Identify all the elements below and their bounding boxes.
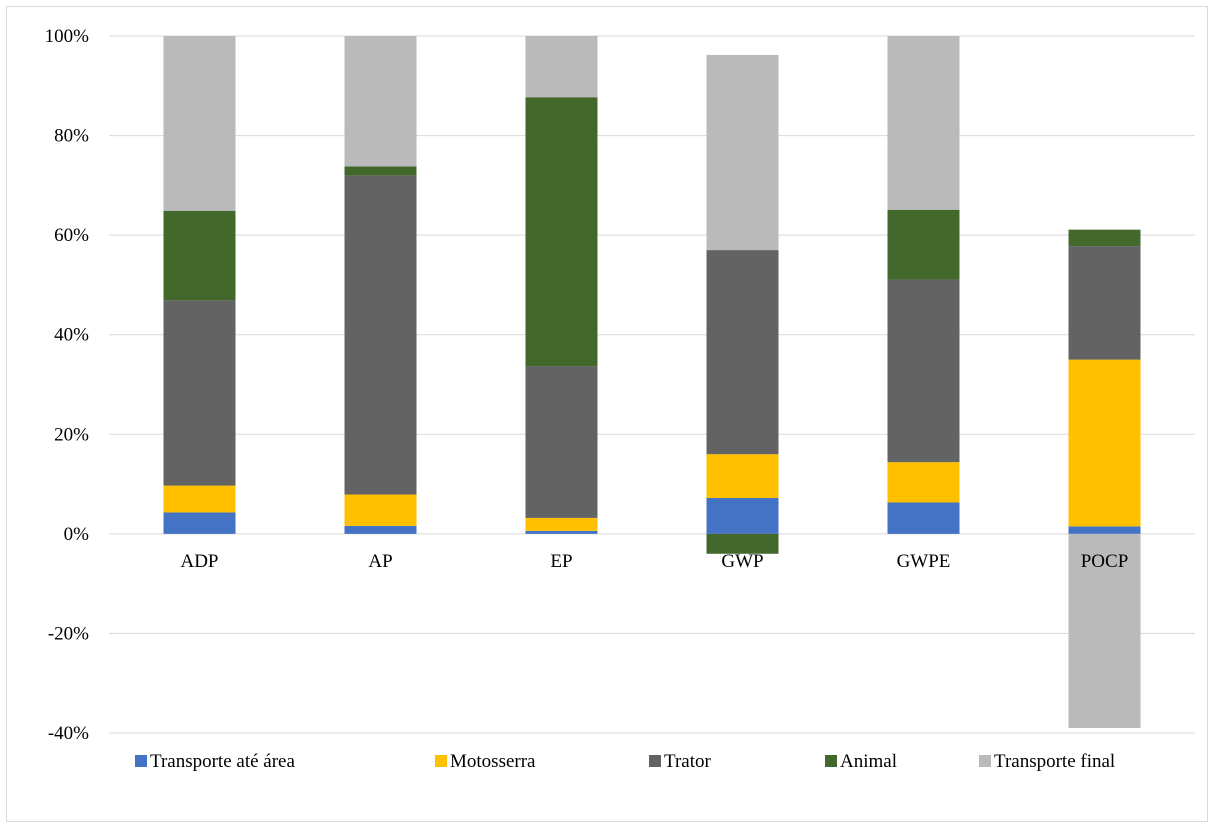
bar-segment (525, 366, 598, 518)
y-tick-label: -20% (48, 623, 89, 644)
bar-segment (344, 36, 417, 167)
y-tick-label: 0% (64, 524, 90, 545)
bar-segment (163, 300, 236, 486)
bar-segment (706, 498, 779, 534)
legend-swatch (649, 755, 661, 767)
legend-label: Motosserra (450, 751, 536, 772)
category-label: GWPE (897, 551, 951, 572)
category-label: GWP (721, 551, 763, 572)
bar-segment (887, 209, 960, 280)
bar-segment (887, 36, 960, 210)
legend-label: Transporte final (994, 751, 1115, 772)
legend-label: Transporte até área (150, 751, 295, 772)
bar-segment (344, 494, 417, 526)
bar-segment (525, 36, 598, 98)
y-axis-tick-labels: 100% 80% 60% 40% 20% 0% -20% -40% (45, 26, 90, 744)
y-tick-label: 60% (54, 225, 89, 246)
bar-segment (1068, 246, 1141, 360)
legend-swatch (825, 755, 837, 767)
y-tick-label: 80% (54, 126, 89, 147)
bar-segment (163, 210, 236, 301)
bar-segment (163, 485, 236, 513)
bar-segment (525, 97, 598, 367)
chart-frame: 100% 80% 60% 40% 20% 0% -20% -40% ADP AP EP GWP GWP… (6, 6, 1208, 822)
bar-segment (887, 279, 960, 463)
category-label: POCP (1081, 551, 1129, 572)
legend-label: Trator (664, 751, 711, 772)
y-tick-label: 20% (54, 424, 89, 445)
legend: Transporte até área Motosserra Trator Anima… (135, 751, 1115, 772)
legend-swatch (979, 755, 991, 767)
bar-segment (1068, 229, 1141, 247)
bar-segment (525, 517, 598, 531)
bar-segment (344, 525, 417, 534)
bar-segment (706, 54, 779, 251)
bar-segment (887, 502, 960, 534)
legend-swatch (435, 755, 447, 767)
legend-label: Animal (840, 751, 897, 772)
bar-segment (706, 533, 779, 554)
bar-segment (163, 36, 236, 211)
legend-swatch (135, 755, 147, 767)
bar-segment (706, 250, 779, 455)
bar-segment (163, 512, 236, 534)
bar-segment (344, 166, 417, 176)
bar-segment (706, 454, 779, 499)
y-tick-label: 100% (45, 26, 90, 47)
bar-segment (1068, 533, 1141, 729)
y-tick-label: -40% (48, 723, 89, 744)
category-label: ADP (180, 551, 218, 572)
bar-segment (887, 462, 960, 503)
category-labels: ADP AP EP GWP GWPE POCP (180, 551, 1128, 572)
category-label: AP (368, 551, 392, 572)
y-tick-label: 40% (54, 325, 89, 346)
bar-segment (525, 530, 598, 534)
stacked-bar-chart: 100% 80% 60% 40% 20% 0% -20% -40% ADP AP EP GWP GWP… (45, 26, 1195, 772)
gridlines (109, 35, 1195, 734)
bar-segment (1068, 359, 1141, 527)
bar-segment (344, 175, 417, 495)
bar-segment (1068, 526, 1141, 534)
category-label: EP (550, 551, 572, 572)
bars (163, 36, 1141, 729)
